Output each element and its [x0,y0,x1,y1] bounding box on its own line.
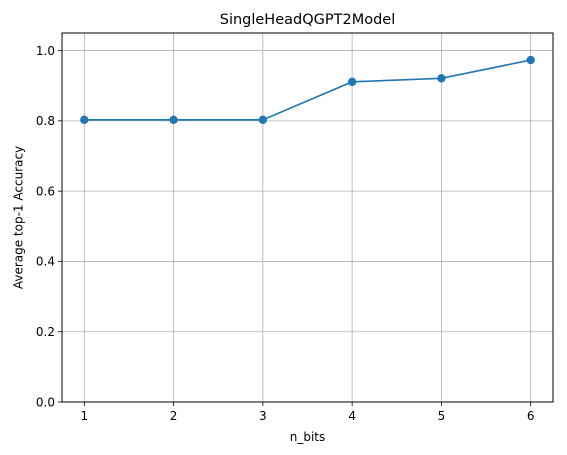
series-line [84,59,531,121]
x-tick-label: 5 [438,409,446,423]
y-axis-label: Average top-1 Accuracy [12,146,26,289]
x-axis-label: n_bits [290,430,326,444]
x-tick-label: 3 [259,409,267,423]
y-tick-label: 0.2 [36,325,55,339]
y-axis-ticks: 0.0 0.2 0.4 0.6 0.8 1.0 [36,44,62,409]
data-point [258,115,268,125]
x-tick-label: 1 [80,409,88,423]
x-tick-label: 6 [527,409,535,423]
y-tick-label: 0.0 [36,395,55,409]
y-tick-label: 0.6 [36,184,55,198]
plot-frame [61,32,554,403]
x-axis-ticks: 1 2 3 4 5 6 [80,402,535,423]
data-point [80,115,89,125]
data-point [347,77,357,87]
x-tick-label: 4 [348,409,356,423]
x-tick-label: 2 [170,409,178,423]
y-tick-label: 0.4 [36,255,55,269]
data-point [437,74,446,83]
y-tick-label: 0.8 [36,114,55,128]
data-point [526,55,535,65]
y-tick-label: 1.0 [36,44,55,58]
data-series [80,55,535,125]
data-point [169,115,178,125]
chart-title: SingleHeadQGPT2Model [220,12,396,28]
